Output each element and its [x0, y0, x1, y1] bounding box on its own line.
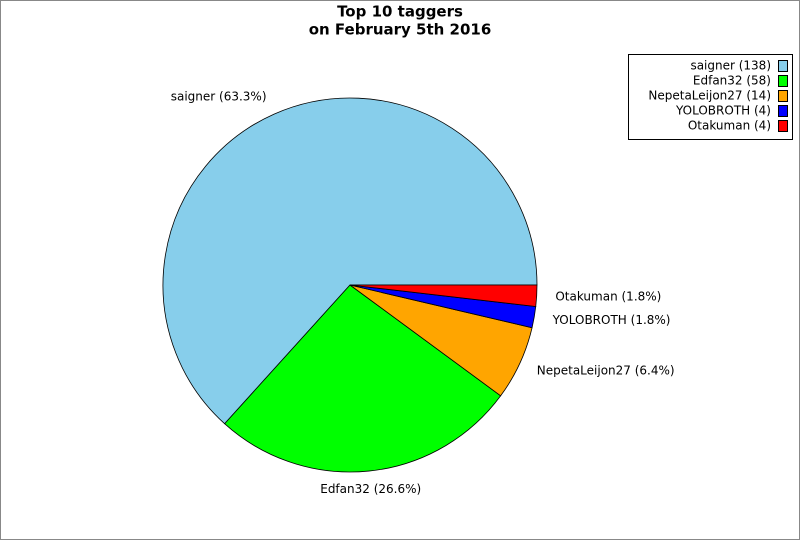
legend-swatch — [778, 60, 788, 72]
slice-label: NepetaLeijon27 (6.4%) — [537, 364, 675, 378]
pie-slice — [349, 284, 538, 307]
legend-label: saigner (138) — [690, 59, 771, 73]
pie-slice — [162, 97, 538, 425]
legend-swatch — [778, 120, 788, 132]
legend-label: Otakuman (4) — [688, 119, 771, 133]
chart-title: Top 10 taggers — [337, 3, 463, 21]
pie-slice — [224, 284, 502, 473]
legend-swatch — [778, 105, 788, 117]
chart-subtitle: on February 5th 2016 — [309, 21, 492, 39]
slice-label: Otakuman (1.8%) — [555, 289, 661, 303]
legend-label: NepetaLeijon27 (14) — [648, 89, 771, 103]
slice-label: saigner (63.3%) — [171, 90, 267, 104]
legend-label: Edfan32 (58) — [693, 74, 771, 88]
legend-swatch — [778, 75, 788, 87]
legend-swatch — [778, 90, 788, 102]
legend-label: YOLOBROTH (4) — [675, 104, 771, 118]
legend-box — [628, 54, 793, 140]
slice-label: YOLOBROTH (1.8%) — [552, 313, 671, 327]
slice-label: Edfan32 (26.6%) — [320, 482, 421, 496]
